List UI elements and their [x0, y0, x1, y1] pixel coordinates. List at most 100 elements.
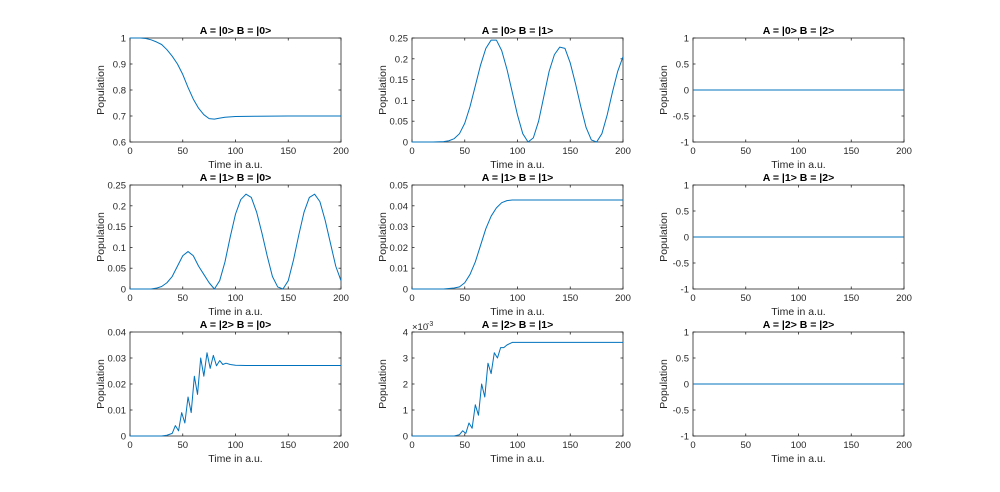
x-tick-label: 0 — [690, 293, 695, 304]
x-tick-label: 100 — [510, 440, 526, 451]
x-axis-label: Time in a.u. — [208, 453, 262, 465]
x-tick-label: 200 — [615, 146, 631, 157]
y-axis-label: Population — [658, 212, 670, 262]
axes-box — [129, 37, 342, 143]
x-tick-label: 200 — [333, 440, 349, 451]
subplot-1: 0 50 100 150 200 0.6 0.7 0.8 0.9 1 A = |0> B = |0>… — [95, 25, 349, 171]
y-tick-label: 0.9 — [113, 60, 126, 71]
series-line — [412, 341, 623, 437]
x-tick-label: 0 — [690, 440, 695, 451]
x-tick-label: 100 — [791, 146, 807, 157]
subplot-title: A = |2> B = |2> — [763, 319, 834, 331]
y-tick-label: 3 — [403, 354, 408, 365]
y-tick-label: 0.5 — [676, 354, 689, 365]
x-axis-label: Time in a.u. — [490, 453, 544, 465]
subplot-7: 0 50 100 150 200 0 0.01 0.02 0.03 0.04 A = |2> B =… — [95, 319, 349, 465]
subplot-title: A = |2> B = |1> — [482, 319, 553, 331]
subplot-5: 0 50 100 150 200 0 0.01 0.02 0.03 0.04 0.05 A = |1>… — [377, 172, 631, 318]
y-tick-label: 0.05 — [390, 181, 409, 192]
x-tick-label: 100 — [791, 293, 807, 304]
subplot-3: 0 50 100 150 200 -1 -0.5 0 0.5 1 A = |0> B = |2> Ti… — [658, 25, 912, 171]
y-tick-label: 0.2 — [113, 201, 126, 212]
x-axis-label: Time in a.u. — [771, 453, 825, 465]
subplot-title: A = |0> B = |0> — [200, 25, 271, 37]
series-line — [130, 37, 341, 120]
x-tick-label: 200 — [896, 146, 912, 157]
x-tick-label: 100 — [510, 293, 526, 304]
x-tick-label: 150 — [280, 146, 296, 157]
x-tick-label: 50 — [740, 146, 751, 157]
subplot-title: A = |0> B = |1> — [482, 25, 553, 37]
y-tick-label: 1 — [684, 34, 689, 45]
x-tick-label: 150 — [562, 440, 578, 451]
x-tick-label: 50 — [459, 293, 470, 304]
y-tick-label: 0.03 — [108, 354, 127, 365]
x-tick-label: 100 — [228, 293, 244, 304]
y-tick-label: 0.2 — [395, 54, 408, 65]
x-tick-label: 50 — [740, 293, 751, 304]
x-tick-label: 200 — [333, 293, 349, 304]
x-tick-label: 0 — [409, 440, 414, 451]
y-tick-label: 0.04 — [390, 201, 409, 212]
x-axis-label: Time in a.u. — [208, 159, 262, 171]
y-tick-label: 0.25 — [390, 34, 409, 45]
axes-box — [129, 331, 342, 437]
y-axis-label: Population — [95, 65, 107, 115]
x-axis-label: Time in a.u. — [490, 306, 544, 318]
x-tick-label: 150 — [562, 146, 578, 157]
subplot-9: 0 50 100 150 200 -1 -0.5 0 0.5 1 A = |2> B = |2> Ti… — [658, 319, 912, 465]
y-tick-label: 0.01 — [108, 406, 127, 417]
subplot-8: 0 50 100 150 200 0 1 2 3 4 A = |2> B = |1> Time in … — [377, 319, 631, 465]
series-line — [412, 39, 624, 143]
y-tick-label: 0.05 — [108, 264, 127, 275]
x-tick-label: 200 — [333, 146, 349, 157]
y-tick-label: -0.5 — [673, 406, 689, 417]
y-tick-label: 0.02 — [108, 380, 127, 391]
y-tick-label: 0 — [121, 285, 126, 296]
x-tick-label: 200 — [615, 440, 631, 451]
x-tick-label: 200 — [615, 293, 631, 304]
y-axis-label: Population — [377, 65, 389, 115]
y-axis-label: Population — [377, 212, 389, 262]
y-tick-label: 0.6 — [113, 138, 126, 149]
y-tick-label: 0.02 — [390, 243, 409, 254]
x-tick-label: 150 — [280, 293, 296, 304]
y-axis-label: Population — [95, 212, 107, 262]
y-tick-label: 0.7 — [113, 112, 126, 123]
y-tick-label: 2 — [403, 380, 408, 391]
x-tick-label: 0 — [409, 146, 414, 157]
subplot-title: A = |0> B = |2> — [763, 25, 834, 37]
x-axis-label: Time in a.u. — [490, 159, 544, 171]
x-axis-label: Time in a.u. — [208, 306, 262, 318]
y-tick-label: 0 — [403, 138, 408, 149]
series-line — [412, 199, 623, 290]
y-tick-label: 0 — [121, 432, 126, 443]
y-tick-label: 0.5 — [676, 207, 689, 218]
series-line — [130, 352, 341, 437]
y-tick-label: 0.15 — [390, 75, 409, 86]
axes-box — [411, 184, 624, 290]
y-tick-label: 0.15 — [108, 222, 127, 233]
x-tick-label: 100 — [510, 146, 526, 157]
y-tick-label: 0.01 — [390, 264, 409, 275]
subplot-4: 0 50 100 150 200 0 0.05 0.1 0.15 0.2 0.25 A = |1> B… — [95, 172, 349, 318]
x-tick-label: 0 — [409, 293, 414, 304]
x-tick-label: 50 — [177, 440, 188, 451]
x-axis-label: Time in a.u. — [771, 306, 825, 318]
x-tick-label: 100 — [791, 440, 807, 451]
x-tick-label: 50 — [740, 440, 751, 451]
y-tick-label: 0.1 — [113, 243, 126, 254]
x-tick-label: 100 — [228, 440, 244, 451]
x-tick-label: 200 — [896, 293, 912, 304]
axis-exponent-power: -3 — [427, 321, 433, 328]
x-tick-label: 150 — [280, 440, 296, 451]
y-tick-label: 4 — [403, 328, 408, 339]
x-tick-label: 150 — [843, 146, 859, 157]
subplot-title: A = |2> B = |0> — [200, 319, 271, 331]
y-tick-label: -0.5 — [673, 112, 689, 123]
y-tick-label: -1 — [681, 285, 689, 296]
subplot-title: A = |1> B = |2> — [763, 172, 834, 184]
y-tick-label: 0 — [684, 380, 689, 391]
axes-box — [411, 331, 624, 437]
series-line — [130, 193, 342, 290]
